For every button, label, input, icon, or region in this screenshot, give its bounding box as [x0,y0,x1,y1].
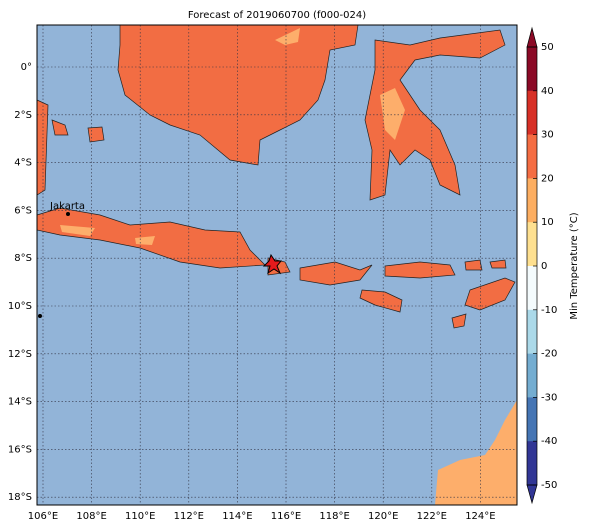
colorbar-tick-label: 10 [541,217,554,228]
x-tick-label: 116°E [271,511,301,522]
colorbar-tick-label: -20 [541,349,557,360]
colorbar-band [527,441,537,486]
colorbar-band [527,309,537,354]
colorbar-band [527,222,537,267]
y-tick-label: 8°S [14,253,32,264]
colorbar-tick-label: -10 [541,305,557,316]
colorbar-tick-label: 20 [541,173,554,184]
x-tick-label: 118°E [319,511,349,522]
x-tick-label: 120°E [368,511,398,522]
colorbar-extend [526,26,538,48]
x-tick-label: 110°E [125,511,155,522]
y-tick-label: 16°S [8,444,32,455]
y-tick-label: 6°S [14,205,32,216]
colorbar-tick-label: 50 [541,42,554,53]
y-tick-label: 2°S [14,110,32,121]
star-marker [262,253,283,275]
graticule [37,25,517,505]
colorbar-tick-label: 30 [541,130,554,141]
x-tick-label: 124°E [465,511,495,522]
colorbar-tick-label: -30 [541,392,557,403]
colorbar-band [527,266,537,311]
colorbar-band [527,353,537,398]
colorbar-tick-label: -40 [541,436,557,447]
map-frame [36,24,518,506]
x-tick-label: 106°E [28,511,58,522]
colorbar-band [527,397,537,442]
colorbar-band [527,178,537,223]
y-tick-label: 14°S [8,397,32,408]
colorbar-band [527,90,537,135]
city-dot [38,314,42,318]
city-dot [66,212,70,216]
x-tick-label: 122°E [417,511,447,522]
colorbar-tick-label: 0 [541,261,547,272]
x-tick-label: 114°E [222,511,252,522]
y-tick-label: 4°S [14,158,32,169]
y-tick-label: 10°S [8,301,32,312]
colorbar-tick-label: 40 [541,86,554,97]
colorbar-band [527,47,537,92]
colorbar-tick-label: -50 [541,480,557,491]
x-tick-label: 112°E [174,511,204,522]
x-tick-label: 108°E [76,511,106,522]
colorbar-label: Min Temperature (°C) [569,212,580,319]
colorbar-band [527,134,537,179]
y-tick-label: 18°S [8,492,32,503]
colorbar-extend [526,484,538,505]
y-tick-label: 12°S [8,349,32,360]
map-title: Forecast of 2019060700 (f000-024) [188,10,366,21]
y-tick-label: 0° [21,62,32,73]
colorbar: 50 40 30 20 10 0 -10 -20 -30 -40 -50 [526,26,557,505]
city-label: Jakarta [49,201,85,212]
